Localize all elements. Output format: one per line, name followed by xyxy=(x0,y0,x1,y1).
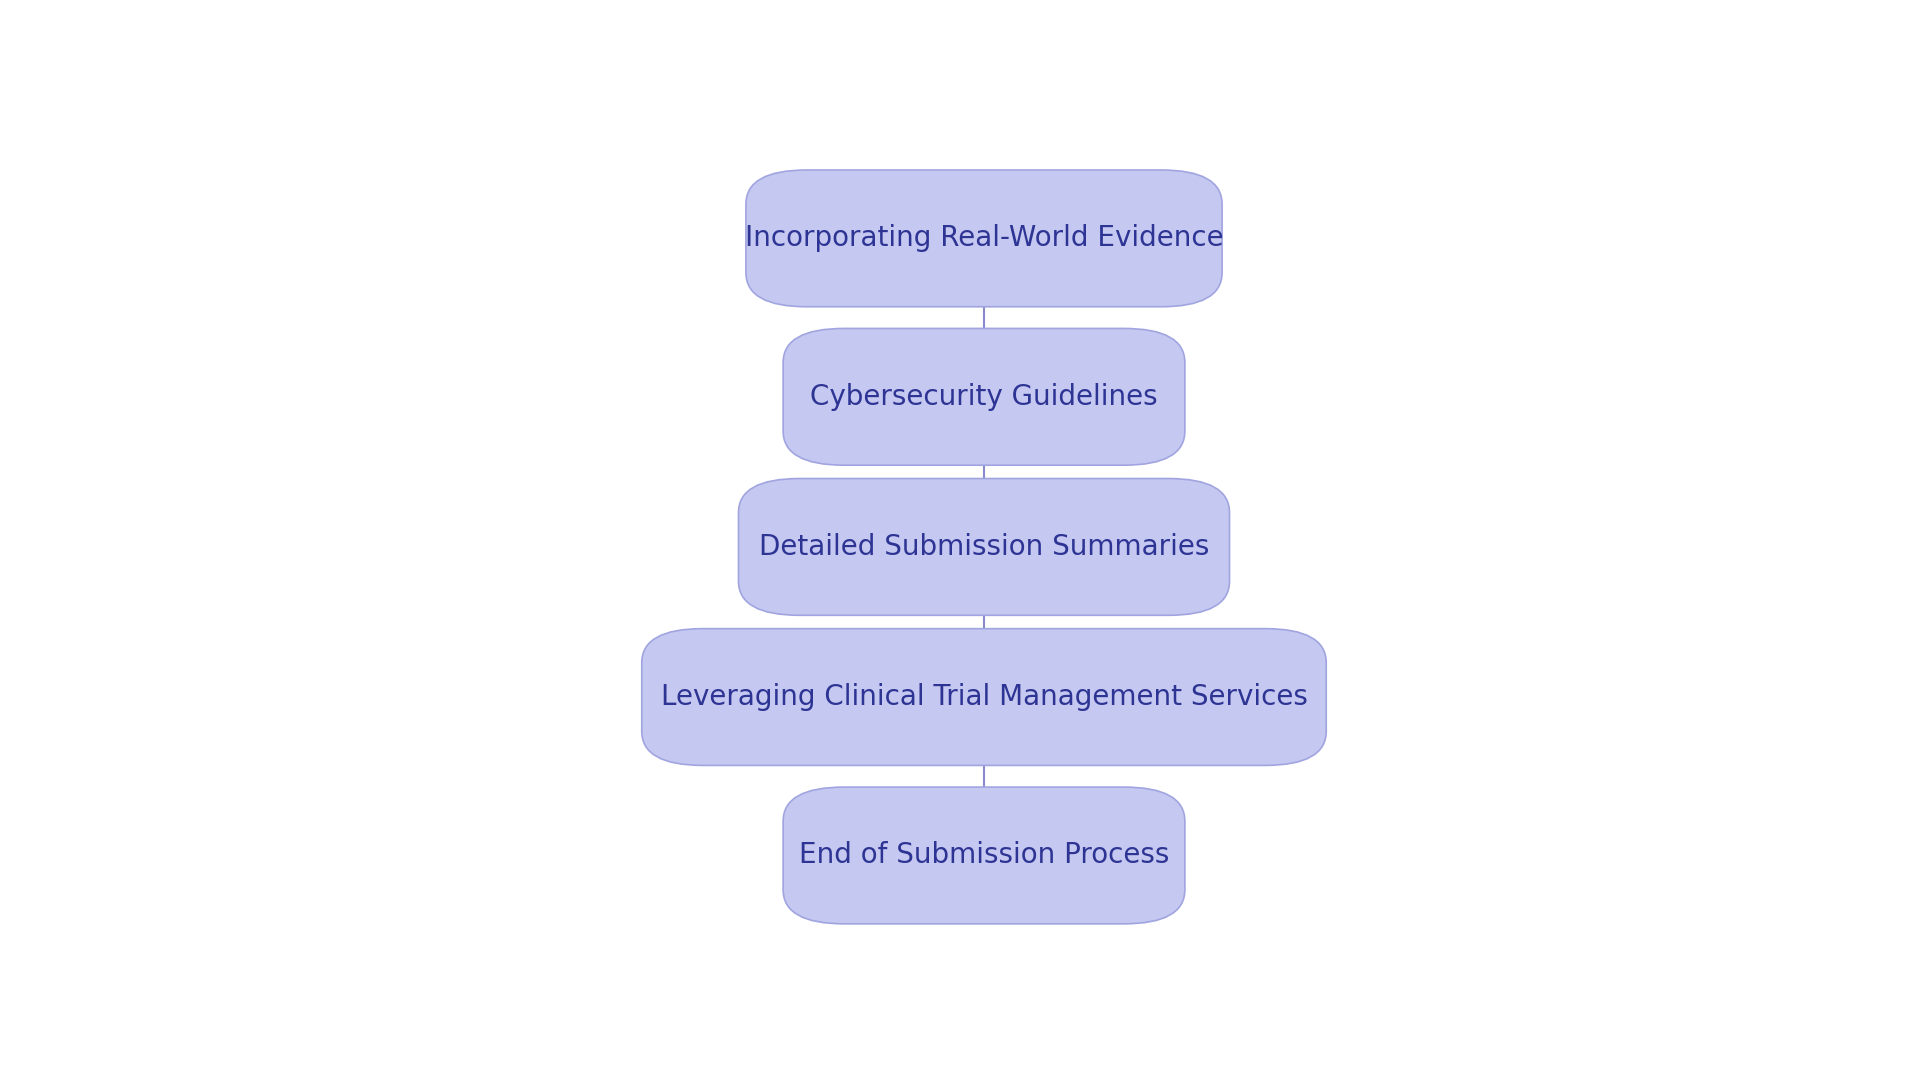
FancyBboxPatch shape xyxy=(641,628,1327,766)
Text: End of Submission Process: End of Submission Process xyxy=(799,841,1169,870)
Text: Leveraging Clinical Trial Management Services: Leveraging Clinical Trial Management Ser… xyxy=(660,683,1308,712)
Text: Detailed Submission Summaries: Detailed Submission Summaries xyxy=(758,533,1210,561)
FancyBboxPatch shape xyxy=(783,328,1185,466)
Text: Cybersecurity Guidelines: Cybersecurity Guidelines xyxy=(810,382,1158,410)
Text: Incorporating Real-World Evidence: Incorporating Real-World Evidence xyxy=(745,224,1223,252)
FancyBboxPatch shape xyxy=(745,170,1221,306)
FancyBboxPatch shape xyxy=(739,479,1229,615)
FancyBboxPatch shape xyxy=(783,787,1185,924)
